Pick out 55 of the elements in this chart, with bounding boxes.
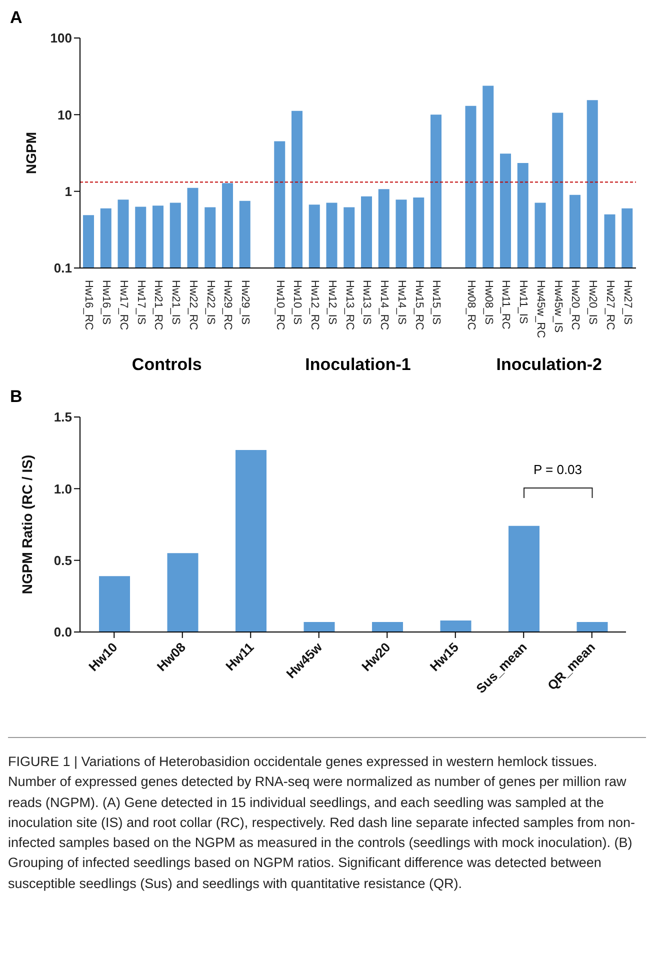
- x-tick-label: Hw27_RC: [604, 280, 616, 330]
- annotation: P = 0.03: [532, 462, 584, 477]
- y-tick-label: 1.0: [54, 481, 72, 496]
- chart-title: B: [10, 387, 22, 407]
- y-tick-label: 0.0: [54, 624, 72, 640]
- chart-title: A: [10, 8, 22, 28]
- y-tick-label: 1: [64, 184, 72, 199]
- x-tick-label: Hw17_RC: [117, 280, 130, 330]
- x-tick-label: Hw14_IS: [395, 280, 408, 325]
- text: Inoculation-1: [304, 355, 412, 375]
- bar: [304, 622, 335, 632]
- x-tick-label: Hw21_IS: [170, 280, 182, 325]
- y-tick-label: 0.1: [54, 260, 72, 276]
- y-axis-title: NGPM: [22, 132, 39, 174]
- x-tick-label: Hw08_RC: [464, 280, 477, 330]
- x-tick-label: Hw20_RC: [569, 280, 582, 330]
- y-tick-label: 1.5: [54, 410, 72, 425]
- y-tick-label: 0.5: [54, 552, 72, 568]
- bar: [372, 622, 403, 632]
- x-tick-label: Hw22_RC: [186, 280, 199, 330]
- y-tick-label: 10: [58, 107, 72, 122]
- x-tick-label: Hw08_IS: [482, 280, 494, 325]
- x-tick-label: Hw13_RC: [343, 280, 356, 330]
- x-tick-label: Hw16_RC: [82, 280, 95, 330]
- x-tick-label: Hw29_IS: [239, 280, 252, 325]
- y-axis-title: NGPM Ratio (RC / IS): [18, 454, 35, 594]
- x-tick-label: Hw27_IS: [621, 280, 634, 325]
- bar: [440, 620, 472, 632]
- caption: FIGURE 1 | Variations of Heterobasidion occidentale genes expressed in western hemlock tissues. Number of expressed genes detected by RNA-seq were normalized as number of genes per million raw reads (NGPM). (A) Gene detected in 15 individual seedlings, and each seedling was sampled at the inoculation site (IS) and root collar (RC), respectively. Red dash line separate infected samples from non-infected samples based on the NGPM as measured in the controls (seedlings with mock inoculation). (B) Grouping of infected seedlings based on NGPM ratios. Significant difference was detected between susceptible seedlings (Sus) and seedlings with quantitative resistance (QR).: [8, 737, 646, 894]
- x-tick-label: Hw45w_IS: [552, 280, 564, 333]
- x-tick-label: Hw13_IS: [360, 280, 373, 325]
- bar: [167, 553, 198, 632]
- text: Controls: [130, 355, 203, 375]
- x-tick-label: Hw11_RC: [500, 280, 512, 330]
- x-tick-label: Hw15_RC: [412, 280, 425, 330]
- x-tick-label: Hw10_IS: [291, 280, 304, 325]
- y-tick-label: 100: [50, 30, 72, 46]
- x-tick-label: Hw45w_RC: [534, 280, 546, 338]
- text: Inoculation-2: [495, 355, 604, 375]
- x-tick-label: Hw12_IS: [326, 280, 338, 325]
- bar: [236, 450, 266, 632]
- x-tick-label: Hw29_RC: [222, 280, 234, 330]
- x-tick-label: Hw21_RC: [152, 280, 164, 330]
- bar: [576, 622, 608, 632]
- x-tick-label: Hw14_RC: [378, 280, 390, 330]
- x-tick-label: Hw15_IS: [430, 280, 442, 325]
- x-tick-label: Hw22_IS: [204, 280, 216, 325]
- x-tick-label: Hw10_RC: [274, 280, 286, 330]
- x-tick-label: Hw12_RC: [308, 280, 321, 330]
- x-tick-label: Hw17_IS: [134, 280, 147, 325]
- x-tick-label: Hw16_IS: [100, 280, 112, 325]
- bar: [99, 576, 130, 632]
- bar: [508, 526, 540, 632]
- x-tick-label: Hw11_IS: [517, 280, 530, 324]
- x-tick-label: Hw20_IS: [586, 280, 599, 325]
